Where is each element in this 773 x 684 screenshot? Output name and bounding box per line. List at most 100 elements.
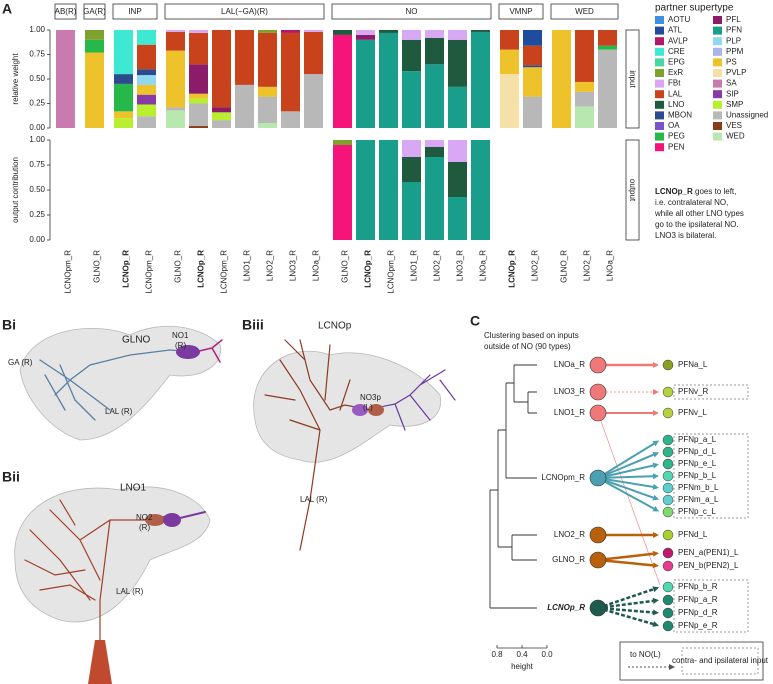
x-tick-label: LNO3_R xyxy=(456,250,465,281)
bar-segment xyxy=(471,30,490,32)
legend-swatch xyxy=(655,132,664,141)
bar-segment xyxy=(189,64,208,94)
bar-segment xyxy=(189,103,208,127)
panel-title: LNO1 xyxy=(120,483,147,494)
arrowhead xyxy=(652,462,660,469)
legend-label: SMP xyxy=(726,100,743,109)
target-label: PEN_b(PEN2)_L xyxy=(678,561,739,570)
annotation: NO3p xyxy=(360,393,381,402)
bar-segment xyxy=(281,32,300,112)
neuron-tail xyxy=(88,640,112,684)
panel-label: Biii xyxy=(242,317,264,333)
x-tick-label: LNO1_R xyxy=(243,250,252,281)
target-node xyxy=(662,581,674,593)
neuron xyxy=(39,349,196,421)
cluster-label: LNO1_R xyxy=(554,408,585,417)
bar-segment xyxy=(212,120,231,128)
bar-segment xyxy=(258,30,277,33)
legend-box xyxy=(681,647,759,675)
note-text: while all other LNO types xyxy=(654,209,744,218)
edge xyxy=(597,606,654,614)
legend-swatch xyxy=(655,79,664,88)
bar-segment xyxy=(448,140,467,162)
group-label: WED xyxy=(575,7,594,16)
bar-segment xyxy=(402,39,421,72)
cluster-node xyxy=(589,404,607,422)
target-label: PEN_a(PEN1)_L xyxy=(678,548,739,557)
arrowhead xyxy=(652,609,660,616)
target-node xyxy=(662,458,674,470)
side-label: output xyxy=(628,179,637,202)
arrowhead xyxy=(652,621,660,627)
x-tick-label: LCNOp_R xyxy=(508,250,517,288)
annotation: (R) xyxy=(175,341,186,350)
legend-title: partner supertype xyxy=(655,3,734,14)
target-node xyxy=(662,594,674,606)
legend-label: PVLP xyxy=(726,68,746,77)
height-tick-label: 0.0 xyxy=(541,650,553,659)
bar-segment xyxy=(189,30,208,33)
x-tick-label: LCNOp_R xyxy=(122,250,131,288)
bar-segment xyxy=(85,30,104,40)
neuropil xyxy=(176,345,200,359)
group-box xyxy=(498,3,544,20)
panel-title: Clustering based on inputs xyxy=(484,331,579,340)
bar-segment xyxy=(189,98,208,104)
bar-segment xyxy=(598,30,617,46)
x-tick-label: LCNOpm_R xyxy=(145,250,154,294)
target-label: PFNp_e_L xyxy=(678,459,717,468)
legend-label: VES xyxy=(726,121,742,130)
legend-label: EPG xyxy=(668,58,685,67)
arrowhead xyxy=(653,389,659,395)
legend-label: AOTU xyxy=(668,15,690,24)
legend-swatch xyxy=(713,100,722,109)
panel-label: C xyxy=(470,313,480,329)
legend-label: LAL xyxy=(668,89,683,98)
bar-segment xyxy=(212,107,231,113)
bar-segment xyxy=(137,30,156,45)
bar-segment xyxy=(212,30,231,108)
legend-label: PEG xyxy=(668,132,685,141)
neuropil xyxy=(368,404,384,416)
neuropil xyxy=(145,514,165,526)
arrowhead xyxy=(652,440,660,447)
arrowhead xyxy=(653,362,659,368)
cluster-node xyxy=(589,383,607,401)
target-node xyxy=(662,386,674,398)
arrowhead xyxy=(652,473,660,480)
bar-segment xyxy=(137,116,156,128)
bar-segment xyxy=(258,123,277,128)
y-axis-label: relative weight xyxy=(11,53,20,105)
bar-segment xyxy=(402,140,421,157)
bar-segment xyxy=(379,30,398,33)
bar-segment xyxy=(402,157,421,182)
bar-segment xyxy=(281,111,300,128)
target-label: PFNp_c_L xyxy=(678,507,716,516)
edge xyxy=(597,588,654,610)
bar-segment xyxy=(258,86,277,97)
bar-segment xyxy=(523,96,542,128)
legend-label: OA xyxy=(668,121,680,130)
cluster-node xyxy=(589,599,607,617)
legend-swatch xyxy=(655,26,664,35)
bar-segment xyxy=(598,49,617,128)
arrowhead xyxy=(653,410,659,416)
y-tick-label: 0.50 xyxy=(29,74,45,83)
target-label: PFNp_a_L xyxy=(678,435,717,444)
dendrogram xyxy=(489,364,537,609)
target-label: PFNm_b_L xyxy=(678,483,719,492)
bar-segment xyxy=(137,44,156,70)
x-tick-label: LNO1_R xyxy=(410,250,419,281)
bar-segment xyxy=(114,118,133,128)
neuron xyxy=(24,499,171,646)
target-node xyxy=(662,470,674,482)
bar-segment xyxy=(304,30,323,32)
panel-label: Bi xyxy=(2,317,16,333)
bar-segment xyxy=(137,69,156,76)
bar-segment xyxy=(500,49,519,75)
neuron xyxy=(264,339,361,551)
x-tick-label: LNO2_R xyxy=(266,250,275,281)
y-axis-label: output contribution xyxy=(11,157,20,223)
legend-label: SA xyxy=(726,79,737,88)
bar-segment xyxy=(114,111,133,119)
